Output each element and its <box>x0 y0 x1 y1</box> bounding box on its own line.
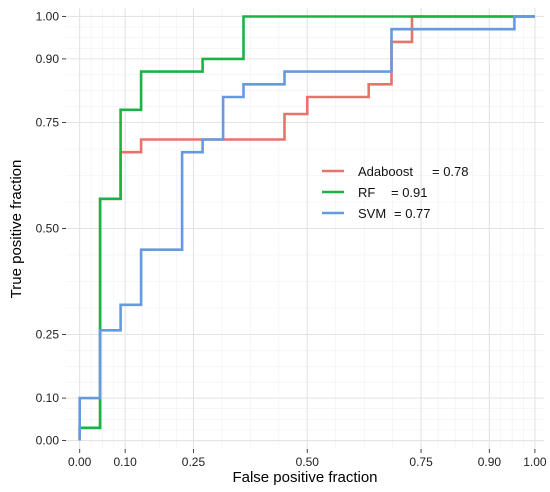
x-tick-label: 1.00 <box>523 455 547 469</box>
x-tick-label: 0.50 <box>296 455 320 469</box>
x-tick-label: 0.00 <box>68 455 92 469</box>
legend-value-svm: = 0.77 <box>394 206 431 221</box>
roc-curves <box>78 15 535 441</box>
legend: Adaboost = 0.78 RF = 0.91 SVM = 0.77 <box>322 164 469 221</box>
legend-label-adaboost: Adaboost <box>358 164 413 179</box>
roc-line-rf <box>78 15 535 441</box>
x-axis-title: False positive fraction <box>232 469 377 486</box>
y-tick-label: 0.90 <box>36 52 60 66</box>
legend-value-adaboost: = 0.78 <box>432 164 469 179</box>
y-tick-label: 0.10 <box>36 391 60 405</box>
x-tick-label: 0.25 <box>182 455 206 469</box>
x-axis-ticks: 0.00 0.10 0.25 0.50 0.75 0.90 1.00 <box>68 449 547 469</box>
roc-line-svm <box>78 15 535 441</box>
y-axis-title: True positive fraction <box>8 160 25 299</box>
y-tick-label: 0.00 <box>36 434 60 448</box>
legend-value-rf: = 0.91 <box>391 185 428 200</box>
y-tick-label: 0.50 <box>36 222 60 236</box>
x-tick-label: 0.90 <box>478 455 502 469</box>
y-tick-label: 0.25 <box>36 328 60 342</box>
legend-label-rf: RF <box>358 185 375 200</box>
major-grid <box>66 8 544 449</box>
x-tick-label: 0.10 <box>114 455 138 469</box>
y-axis-ticks: 0.00 0.10 0.25 0.50 0.75 0.90 1.00 <box>36 9 66 448</box>
y-tick-label: 0.75 <box>36 115 60 129</box>
legend-label-svm: SVM <box>358 206 386 221</box>
x-tick-label: 0.75 <box>409 455 433 469</box>
y-tick-label: 1.00 <box>36 9 60 23</box>
